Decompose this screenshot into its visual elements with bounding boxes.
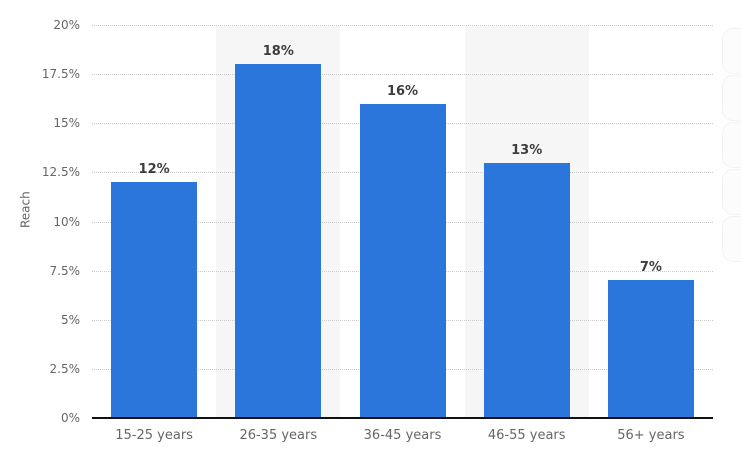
x-axis-line — [92, 417, 713, 419]
bar[interactable] — [359, 103, 446, 418]
bar[interactable] — [607, 280, 694, 418]
x-category-label: 46-55 years — [487, 428, 566, 443]
bar-value-label: 7% — [639, 260, 662, 276]
faded-action-button[interactable] — [722, 216, 741, 262]
faded-action-button[interactable] — [722, 75, 741, 121]
faded-action-button[interactable] — [722, 28, 741, 74]
y-tick-label: 17.5% — [41, 67, 80, 82]
bar[interactable] — [111, 182, 198, 418]
y-tick-label: 7.5% — [49, 263, 81, 278]
bar-value-label: 13% — [511, 142, 543, 158]
bar-value-label: 18% — [262, 44, 294, 60]
bar-value-label: 12% — [138, 162, 170, 178]
x-category-label: 15-25 years — [115, 428, 193, 443]
y-tick-label: 5% — [60, 312, 80, 327]
faded-action-button[interactable] — [722, 122, 741, 168]
y-tick-label: 2.5% — [49, 361, 81, 376]
bar-value-label: 16% — [386, 83, 419, 99]
y-tick-label: 0% — [60, 411, 80, 425]
bar[interactable] — [483, 162, 570, 418]
faded-action-button[interactable] — [722, 169, 741, 215]
gridline — [92, 25, 713, 26]
x-category-label: 26-35 years — [239, 428, 318, 443]
y-tick-label: 12.5% — [41, 165, 80, 180]
y-tick-label: 10% — [53, 214, 80, 229]
gridline — [92, 74, 713, 76]
x-category-label: 36-45 years — [363, 428, 442, 443]
x-category-label: 56+ years — [617, 428, 685, 443]
y-tick-label: 15% — [53, 116, 80, 131]
bar[interactable] — [235, 64, 322, 418]
y-tick-label: 20% — [53, 18, 80, 32]
